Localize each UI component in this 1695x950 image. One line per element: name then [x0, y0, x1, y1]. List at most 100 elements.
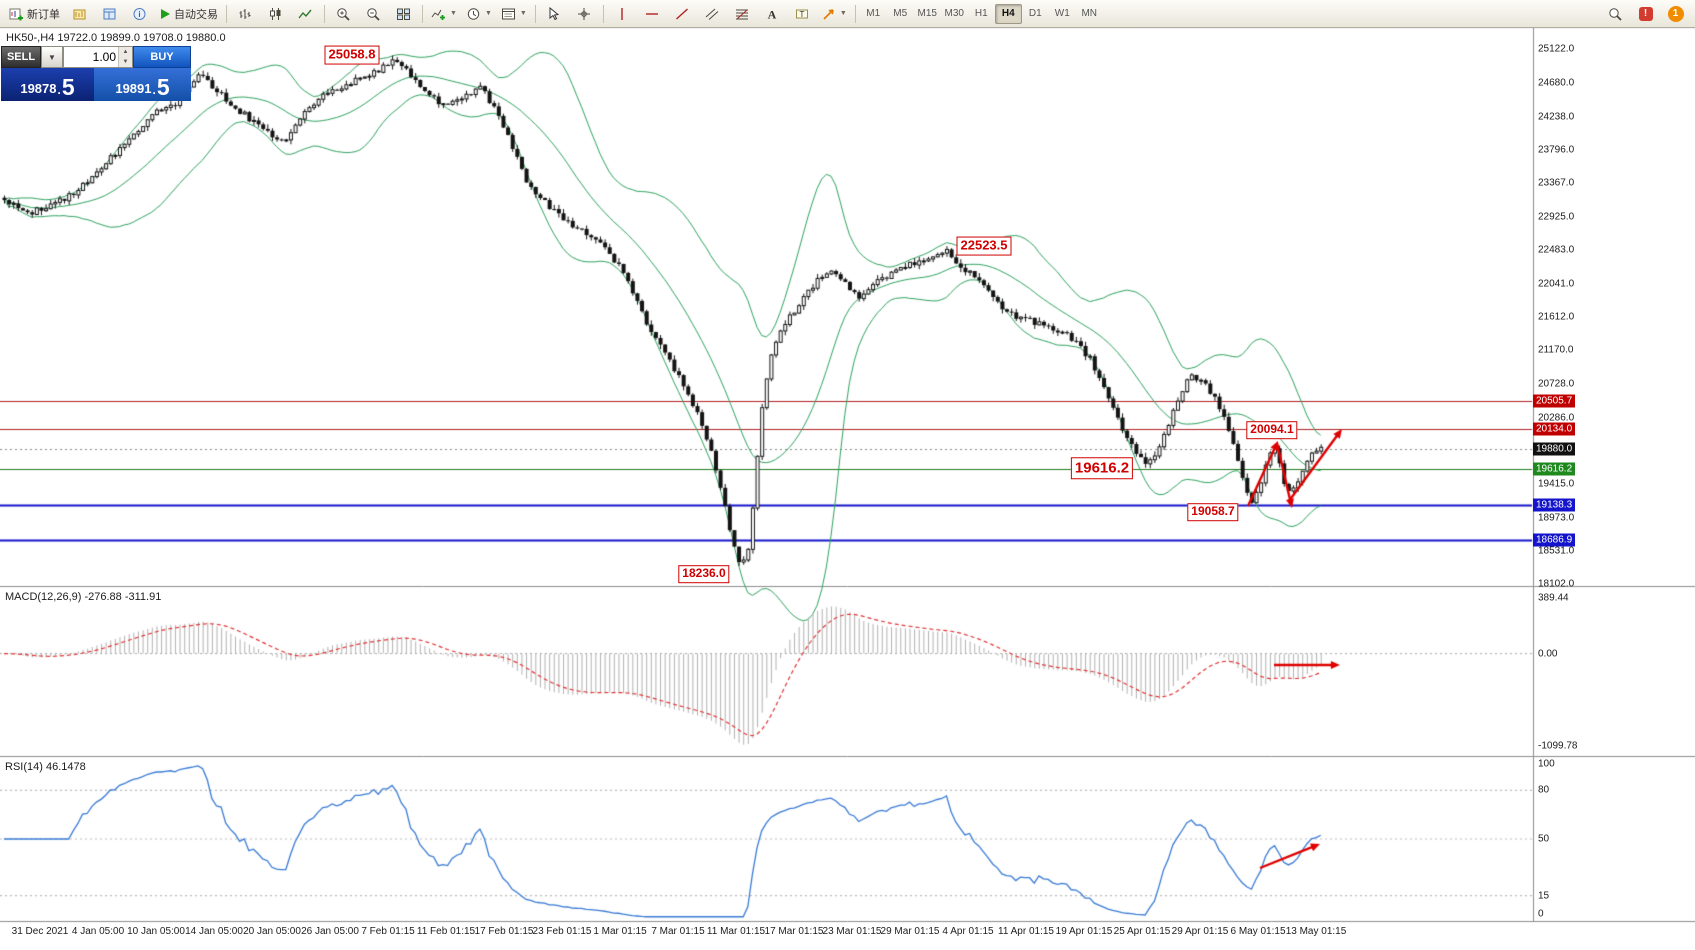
data-window-icon: [103, 8, 116, 19]
macd-indicator-header: MACD(12,26,9) -276.88 -311.91: [5, 591, 162, 603]
time-axis-label: 23 Mar 01:15: [822, 926, 882, 937]
order-type-dropdown[interactable]: ▼: [41, 46, 63, 68]
price-tick: 21612.0: [1538, 311, 1575, 323]
timeframe-M15[interactable]: M15: [917, 8, 937, 19]
trendline-tool[interactable]: [668, 2, 697, 25]
vertical-line-icon: [621, 7, 624, 20]
text-tool[interactable]: A: [758, 2, 787, 25]
vertical-line-tool[interactable]: [608, 2, 637, 25]
macd-min-label: -1099.78: [1538, 740, 1578, 752]
zoom-out-button[interactable]: [359, 2, 388, 25]
timeframe-H1[interactable]: H1: [974, 8, 988, 19]
cursor-button[interactable]: [540, 2, 569, 25]
fibonacci-tool[interactable]: [728, 2, 757, 25]
timeframe-M1[interactable]: M1: [866, 8, 881, 19]
rsi-axis-label: 15: [1538, 890, 1550, 902]
timeframe-M5[interactable]: M5: [893, 8, 908, 19]
tile-windows-button[interactable]: [389, 2, 418, 25]
volume-decrement-button[interactable]: ▼: [119, 57, 132, 67]
chevron-down-icon: ▼: [48, 52, 56, 62]
templates-button[interactable]: ▼: [497, 2, 531, 25]
arrow-object-icon: [823, 8, 834, 20]
sell-price-big-digit: 5: [61, 74, 75, 100]
time-axis-label: 17 Mar 01:15: [764, 926, 824, 937]
alert-icon: !: [1638, 6, 1653, 21]
market-watch-button[interactable]: [65, 2, 94, 25]
time-axis-label: 14 Jan 05:00: [185, 926, 243, 937]
time-axis-label: 26 Jan 05:00: [301, 926, 359, 937]
rsi-axis-label: 100: [1538, 758, 1555, 770]
new-order-button[interactable]: 新订单: [5, 2, 64, 25]
horizontal-line-tool[interactable]: [638, 2, 667, 25]
time-axis-label: 23 Feb 01:15: [532, 926, 592, 937]
periods-button[interactable]: ▼: [462, 2, 496, 25]
notifications-button[interactable]: 1: [1661, 2, 1690, 25]
time-axis-label: 19 Apr 01:15: [1055, 926, 1113, 937]
auto-trade-play-icon: [161, 8, 170, 19]
sell-button[interactable]: SELL: [1, 46, 41, 68]
one-click-trading-widget: SELL ▼ ▲ ▼ BUY 19878.5 19891.5: [1, 46, 193, 101]
buy-price-dot: .: [152, 83, 156, 97]
sell-price-main: 19878: [20, 81, 57, 96]
macd-max-label: 389.44: [1538, 592, 1569, 604]
time-axis-label: 29 Mar 01:15: [880, 926, 940, 937]
data-window-button[interactable]: [95, 2, 124, 25]
text-icon: A: [768, 7, 777, 21]
price-callout[interactable]: 19616.2: [1070, 457, 1134, 479]
sell-price-panel[interactable]: 19878. 5: [1, 68, 94, 101]
volume-increment-button[interactable]: ▲: [119, 47, 132, 57]
search-button[interactable]: [1601, 2, 1630, 25]
price-callout[interactable]: 18236.0: [678, 565, 730, 583]
rsi-axis-label: 0: [1538, 908, 1544, 920]
line-chart-icon: [298, 9, 312, 18]
buy-price-panel[interactable]: 19891. 5: [94, 68, 191, 101]
svg-text:T: T: [800, 9, 805, 18]
chevron-down-icon: ▼: [519, 10, 527, 17]
auto-trade-button[interactable]: 自动交易: [155, 2, 222, 25]
price-level-label: 20505.7: [1533, 394, 1576, 408]
trendline-icon: [676, 7, 689, 20]
text-label-tool[interactable]: T: [788, 2, 817, 25]
fibonacci-icon: [736, 9, 749, 19]
time-axis-label: 31 Dec 2021: [11, 926, 69, 937]
chevron-down-icon: ▼: [839, 10, 847, 17]
zoom-in-icon: [337, 7, 350, 21]
new-order-icon: [9, 8, 23, 20]
line-chart-button[interactable]: [291, 2, 320, 25]
timeframe-M30[interactable]: M30: [944, 8, 964, 19]
crosshair-icon: [578, 7, 591, 20]
timeframe-D1[interactable]: D1: [1028, 8, 1042, 19]
timeframe-W1[interactable]: W1: [1054, 8, 1070, 19]
buy-button[interactable]: BUY: [133, 46, 191, 68]
timeframe-H4[interactable]: H4: [994, 3, 1022, 24]
arrows-tool[interactable]: ▼: [818, 2, 851, 25]
indicators-button[interactable]: ▼: [427, 2, 461, 25]
buy-price-big-digit: 5: [156, 74, 170, 100]
price-tick: 18531.0: [1538, 545, 1575, 557]
channel-tool[interactable]: [698, 2, 727, 25]
price-tick: 20286.0: [1538, 412, 1575, 424]
candlestick-chart-button[interactable]: [261, 2, 290, 25]
price-callout[interactable]: 20094.1: [1246, 421, 1298, 439]
market-watch-icon: [73, 9, 86, 19]
volume-box: ▲ ▼: [63, 46, 133, 68]
time-axis-label: 25 Apr 01:15: [1113, 926, 1171, 937]
price-callout[interactable]: 22523.5: [956, 236, 1012, 256]
price-callout[interactable]: 19058.7: [1187, 503, 1239, 521]
volume-input[interactable]: [64, 47, 118, 67]
price-level-label: 19616.2: [1533, 462, 1576, 476]
price-callout[interactable]: 25058.8: [324, 45, 380, 65]
navigator-button[interactable]: i: [125, 2, 154, 25]
time-axis-label: 13 May 01:15: [1285, 926, 1347, 937]
alerts-button[interactable]: !: [1631, 2, 1660, 25]
bar-chart-button[interactable]: [231, 2, 260, 25]
text-label-icon: T: [796, 9, 809, 18]
crosshair-button[interactable]: [570, 2, 599, 25]
timeframe-MN[interactable]: MN: [1081, 8, 1098, 19]
time-axis-label: 11 Feb 01:15: [416, 926, 476, 937]
sell-price-dot: .: [57, 83, 61, 97]
time-axis-label: 11 Apr 01:15: [998, 926, 1054, 937]
zoom-in-button[interactable]: [329, 2, 358, 25]
price-tick: 19415.0: [1538, 478, 1575, 490]
